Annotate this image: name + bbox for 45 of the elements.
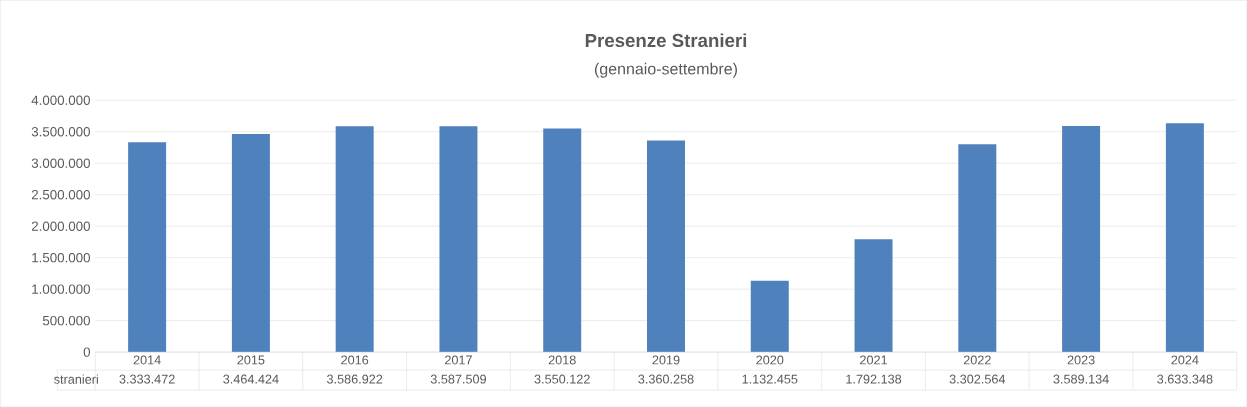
y-tick-label: 1.500.000 xyxy=(32,252,90,263)
data-label: 3.302.564 xyxy=(949,374,1006,384)
data-label: 1.132.455 xyxy=(742,374,798,384)
bar xyxy=(958,143,997,352)
bar xyxy=(647,140,685,352)
bar xyxy=(854,239,893,352)
data-label: 3.587.509 xyxy=(430,374,486,384)
bar xyxy=(1062,125,1101,352)
y-tick-label: 3.000.000 xyxy=(31,158,90,168)
y-tick-label: 2.500.000 xyxy=(31,189,90,200)
data-label: 3.586.922 xyxy=(326,374,383,384)
y-tick-label: 0 xyxy=(83,347,91,357)
x-tick-label: 2024 xyxy=(1171,355,1199,365)
x-tick-label: 2020 xyxy=(756,355,784,365)
bar xyxy=(750,280,789,352)
y-tick-label: 4.000.000 xyxy=(31,95,90,105)
data-label: 3.550.122 xyxy=(534,374,590,384)
data-label: 1.792.138 xyxy=(846,374,902,384)
x-tick-label: 2022 xyxy=(963,355,991,365)
x-tick-label: 2015 xyxy=(237,355,265,365)
data-label: 3.633.348 xyxy=(1157,374,1213,384)
bar xyxy=(439,126,478,352)
data-label: 3.464.424 xyxy=(223,374,279,384)
x-tick-label: 2023 xyxy=(1067,355,1095,365)
bar xyxy=(128,142,167,352)
chart-subtitle: (gennaio-settembre) xyxy=(594,62,737,78)
x-tick-label: 2014 xyxy=(133,355,161,365)
x-tick-label: 2021 xyxy=(860,355,887,365)
data-label: 3.360.258 xyxy=(638,374,694,384)
x-tick-label: 2019 xyxy=(652,355,680,365)
data-label: 3.589.134 xyxy=(1053,374,1109,384)
x-tick-label: 2016 xyxy=(341,355,369,365)
y-tick-label: 1.000.000 xyxy=(32,284,90,294)
x-tick-label: 2017 xyxy=(444,355,472,365)
text: stranieri xyxy=(54,374,98,384)
bar xyxy=(335,126,374,352)
x-tick-label: 2018 xyxy=(548,355,576,365)
data-label: 3.333.472 xyxy=(119,374,175,384)
y-tick-label: 3.500.000 xyxy=(31,126,90,137)
y-tick-label: 500.000 xyxy=(42,315,90,326)
bar xyxy=(543,128,582,352)
bar xyxy=(1165,123,1204,352)
y-tick-label: 2.000.000 xyxy=(31,221,90,231)
chart-title: Presenze Stranieri xyxy=(585,33,747,47)
bar xyxy=(231,133,270,352)
